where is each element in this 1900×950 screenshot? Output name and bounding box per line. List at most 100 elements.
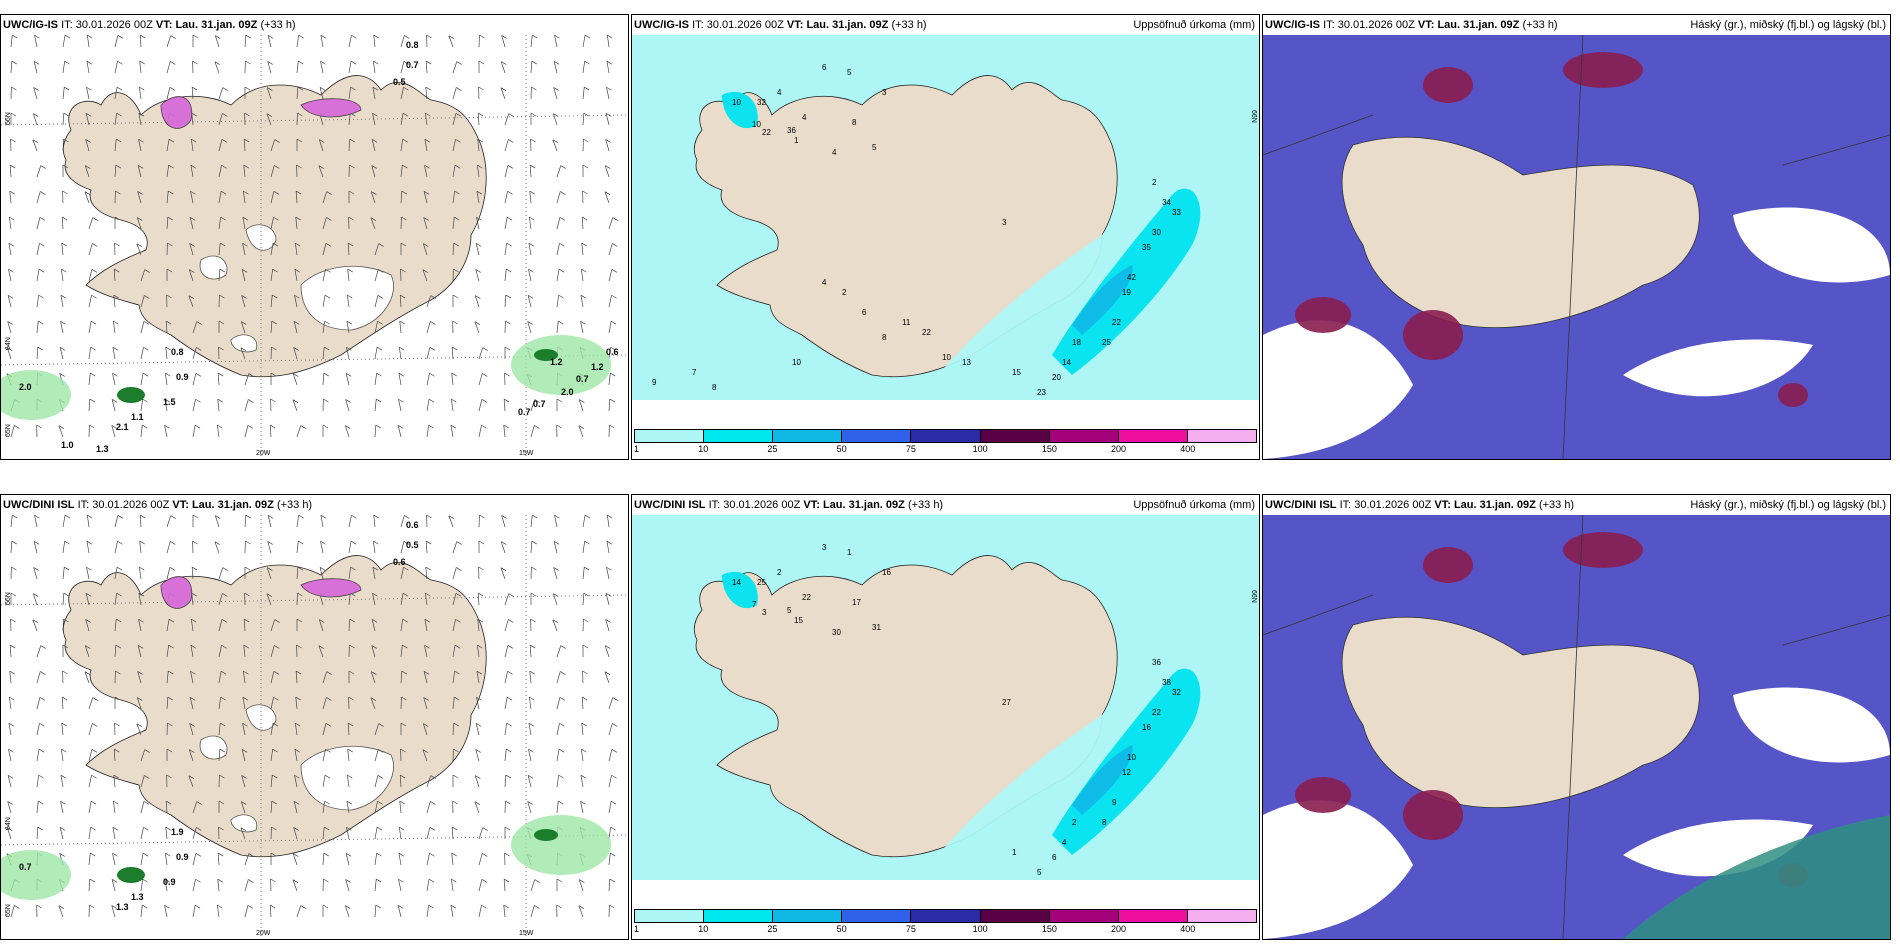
wind-barb <box>346 826 352 840</box>
precip-band-mid <box>722 91 758 129</box>
wind-barb <box>450 424 457 438</box>
wind-barb <box>426 775 436 788</box>
value-label: 10 <box>942 353 951 362</box>
value-label: 30 <box>832 628 841 637</box>
model-label: UWC/IG-IS <box>3 19 58 31</box>
wind-barb <box>608 852 616 866</box>
wind-barb <box>503 904 509 918</box>
wind-barb <box>62 35 71 48</box>
wind-barb <box>452 593 462 606</box>
wind-barb <box>527 801 533 814</box>
wind-barb <box>400 86 409 100</box>
pink-gust-area <box>160 576 193 609</box>
value-label: 15 <box>794 616 803 625</box>
wind-barb <box>166 190 174 204</box>
colorbar-tick: 50 <box>836 444 847 454</box>
wind-barb <box>423 697 429 710</box>
wind-barb <box>88 697 98 710</box>
wind-barb <box>138 618 144 632</box>
iceland-land <box>1341 616 1700 808</box>
value-label: 2 <box>842 288 847 297</box>
wind-barb <box>192 347 202 360</box>
wind-barb <box>478 35 485 48</box>
wind-barb <box>137 671 143 684</box>
colorbar-tick: 150 <box>1041 444 1057 454</box>
wind-barb <box>114 242 120 256</box>
wind-barb <box>552 139 559 152</box>
value-label: 2.1 <box>116 422 129 432</box>
wind-barb <box>140 346 149 360</box>
wind-barb <box>8 242 15 256</box>
wind-barb <box>292 879 299 892</box>
wind-barb <box>10 138 16 152</box>
wind-barb <box>296 515 304 528</box>
wind-barb <box>400 216 407 230</box>
wind-barb <box>136 243 143 256</box>
wind-barb <box>84 645 91 658</box>
wind-barb <box>296 425 306 438</box>
wind-barb <box>270 294 278 308</box>
value-label: 2.0 <box>19 382 32 392</box>
wind-barb <box>166 138 175 152</box>
wind-barb <box>8 722 15 736</box>
colorbar-segment <box>980 910 1050 922</box>
value-label: 1.2 <box>591 362 604 372</box>
wind-barb <box>139 60 145 74</box>
wind-barb <box>348 696 354 710</box>
wind-barb <box>34 35 40 48</box>
value-label: 15 <box>1012 368 1021 377</box>
wind-barb <box>33 61 40 74</box>
wind-barb <box>164 852 171 866</box>
colorbar-segment <box>704 430 774 442</box>
wind-barb <box>347 242 354 256</box>
wind-barb <box>500 61 507 74</box>
wind-barb <box>527 295 534 308</box>
wind-barb <box>244 540 251 554</box>
wind-barb <box>36 294 44 308</box>
wind-barb <box>36 424 42 438</box>
latitude-label: 65N <box>5 424 12 437</box>
wind-barb <box>166 541 176 554</box>
panel-title: Uppsöfnuð úrkoma (mm) <box>1133 19 1255 31</box>
wind-barb <box>528 722 535 736</box>
wind-barb <box>188 775 195 788</box>
wind-barb <box>240 347 247 360</box>
wind-barb <box>608 346 616 360</box>
precip-band-dark <box>1072 745 1133 815</box>
wind-barb <box>608 749 618 762</box>
wind-barb <box>140 852 149 866</box>
wind-barb <box>528 268 534 282</box>
value-label: 9 <box>652 378 657 387</box>
colorbar-tick: 10 <box>698 924 709 934</box>
wind-barb <box>166 216 174 230</box>
wind-barb <box>504 113 514 126</box>
wind-barb <box>370 697 377 710</box>
latitude-label: 64N <box>5 817 12 830</box>
wind-barb <box>62 566 70 580</box>
colorbar-tick: 75 <box>905 444 916 454</box>
map-area <box>1263 35 1890 459</box>
iceland-land <box>1341 136 1700 328</box>
wind-barb <box>241 749 248 762</box>
wind-barb <box>112 800 119 814</box>
wind-barb <box>451 852 457 866</box>
wind-barb <box>244 425 254 438</box>
wind-barb <box>345 399 351 412</box>
wind-barb <box>218 567 228 580</box>
wind-barb <box>529 670 535 684</box>
wind-barb <box>85 619 91 632</box>
wind-barb <box>165 800 172 814</box>
wind-barb <box>140 321 150 334</box>
wind-barb <box>606 566 612 580</box>
value-label: 42 <box>1127 273 1136 282</box>
wind-barb <box>452 644 461 658</box>
map-area: 0.8 0.7 0.5 0.8 0.9 2.0 1.1 1.5 2.1 1.0 1.3 0.6 1.2 0… <box>1 35 628 459</box>
wind-barb <box>452 87 462 100</box>
wind-barb <box>88 749 98 762</box>
wind-barb <box>32 593 39 606</box>
wind-barb <box>190 138 197 152</box>
wind-barb <box>218 87 228 100</box>
wind-barb <box>582 190 588 204</box>
wind-barb <box>504 774 512 788</box>
wind-barb <box>296 138 303 151</box>
